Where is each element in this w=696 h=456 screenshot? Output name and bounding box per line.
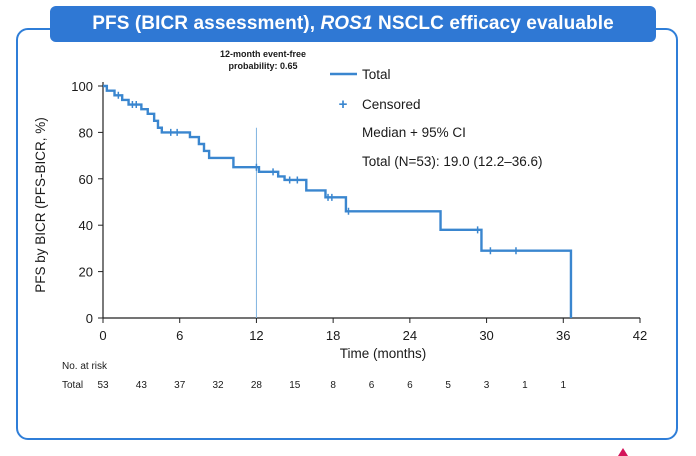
risk-count: 6 [407, 380, 413, 391]
legend-median-value: Total (N=53): 19.0 (12.2–36.6) [362, 154, 542, 169]
censor-mark [132, 101, 140, 109]
y-tick-label: 20 [79, 265, 93, 280]
censor-mark [167, 128, 175, 136]
censor-mark [474, 226, 482, 234]
risk-count: 6 [369, 380, 375, 391]
risk-count: 3 [484, 380, 490, 391]
risk-count: 28 [251, 380, 263, 391]
censor-mark [252, 163, 260, 171]
censor-mark [173, 128, 181, 136]
censor-mark [286, 176, 294, 184]
x-tick-label: 18 [326, 328, 340, 343]
risk-count: 5 [445, 380, 451, 391]
title-suffix: NSCLC efficacy evaluable [372, 13, 614, 34]
y-tick-label: 100 [71, 79, 93, 94]
y-tick-label: 40 [79, 218, 93, 233]
x-tick-label: 0 [99, 328, 106, 343]
censor-mark [344, 207, 352, 215]
censor-mark [512, 247, 520, 255]
title-italic: ROS1 [320, 13, 373, 34]
censor-group [114, 91, 520, 255]
legend-median-header: Median + 95% CI [362, 125, 466, 140]
y-tick-label: 80 [79, 125, 93, 140]
risk-count: 43 [136, 380, 148, 391]
censor-mark [328, 193, 336, 201]
risk-count: 15 [289, 380, 301, 391]
risk-count: 8 [330, 380, 336, 391]
risk-count: 53 [97, 380, 109, 391]
x-tick-label: 6 [176, 328, 183, 343]
x-tick-label: 12 [249, 328, 263, 343]
y-tick-label: 0 [86, 311, 93, 326]
censor-mark [486, 247, 494, 255]
annotation-line1: 12-month event-free [220, 49, 306, 59]
censor-mark [114, 91, 122, 99]
axes: 0 20 40 60 80 100 0 6 12 18 24 30 36 42 [71, 79, 647, 343]
x-tick-label: 24 [403, 328, 417, 343]
risk-count: 37 [174, 380, 186, 391]
chart-title-banner: PFS (BICR assessment), ROS1 NSCLC effica… [50, 6, 656, 42]
title-prefix: PFS (BICR assessment), [92, 13, 321, 34]
risk-table-header: No. at risk [62, 361, 108, 372]
legend-label-censored: Censored [362, 97, 421, 112]
censor-mark [293, 176, 301, 184]
curve-group [103, 84, 573, 318]
risk-counts: 53 43 37 32 28 15 8 6 6 5 3 1 1 [97, 380, 566, 391]
risk-count: 1 [561, 380, 567, 391]
annotation-line2: probability: 0.65 [228, 61, 297, 71]
x-tick-label: 30 [479, 328, 493, 343]
legend-label-total: Total [362, 67, 391, 82]
km-curve-total [103, 84, 573, 318]
risk-table-row-label: Total [62, 380, 83, 391]
y-axis-label: PFS by BICR (PFS-BICR, %) [33, 117, 48, 293]
x-tick-label: 36 [556, 328, 570, 343]
risk-count: 1 [522, 380, 528, 391]
censor-mark [269, 168, 277, 176]
legend-censored-symbol: + [339, 96, 348, 113]
y-tick-label: 60 [79, 172, 93, 187]
x-axis-label: Time (months) [340, 346, 427, 361]
risk-count: 32 [213, 380, 225, 391]
corner-logo-mark [618, 448, 628, 456]
x-tick-label: 42 [633, 328, 647, 343]
